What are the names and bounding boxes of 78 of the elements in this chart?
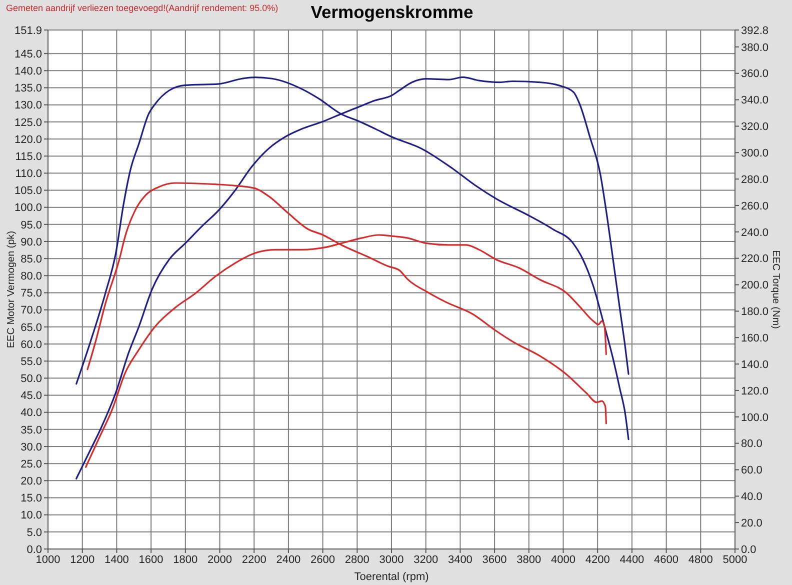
y-tick-label: 110.0 <box>15 168 42 180</box>
y2-tick-label: 300.0 <box>741 148 769 160</box>
y2-tick-label: 0.0 <box>741 544 756 556</box>
x-axis-title: Toerental (rpm) <box>354 571 429 583</box>
y2-axis-title: EEC Torque (Nm) <box>770 250 782 329</box>
y-tick-label: 105.0 <box>14 185 42 198</box>
x-tick-label: 4200 <box>585 554 610 566</box>
x-tick-label: 3800 <box>516 554 542 566</box>
x-tick-label: 3000 <box>379 554 404 566</box>
x-tick-label: 3400 <box>448 554 472 566</box>
chart-title: Vermogenskromme <box>310 1 474 23</box>
y2-tick-label: 120.0 <box>741 385 769 398</box>
y2-tick-label: 240.0 <box>741 226 769 239</box>
x-tick-label: 1400 <box>104 554 129 566</box>
x-tick-label: 4400 <box>620 554 644 566</box>
y2-tick-label: 260.0 <box>741 200 769 212</box>
y-tick-label: 50.0 <box>20 373 42 386</box>
y-tick-label: 10.0 <box>20 510 42 522</box>
y2-tick-label: 392.8 <box>741 24 769 37</box>
y-tick-label: 30.0 <box>20 441 42 454</box>
y-tick-label: 151.9 <box>14 24 42 37</box>
y-tick-label: 140.0 <box>14 66 42 78</box>
y-tick-label: 25.0 <box>20 458 42 470</box>
x-tick-label: 2200 <box>242 554 266 566</box>
y2-tick-label: 80.0 <box>741 438 762 450</box>
x-tick-label: 4800 <box>688 554 713 566</box>
y2-tick-label: 60.0 <box>741 464 762 477</box>
y-tick-label: 40.0 <box>20 407 42 420</box>
y-tick-label: 120.0 <box>14 134 42 146</box>
y-tick-label: 0.0 <box>26 544 42 556</box>
x-tick-label: 2600 <box>310 554 336 566</box>
y2-tick-label: 340.0 <box>741 94 769 107</box>
y2-tick-label: 360.0 <box>741 68 769 80</box>
y2-tick-label: 220.0 <box>741 253 769 266</box>
x-tick-label: 3600 <box>482 554 507 566</box>
x-tick-label: 4600 <box>654 554 679 566</box>
x-tick-label: 1200 <box>70 554 95 566</box>
y2-tick-label: 200.0 <box>741 280 769 292</box>
y-tick-label: 125.0 <box>14 116 42 129</box>
y-tick-label: 145.0 <box>14 48 42 60</box>
y2-tick-label: 180.0 <box>741 306 769 318</box>
y2-tick-label: 140.0 <box>741 358 769 371</box>
y-tick-label: 130.0 <box>14 100 42 112</box>
y-tick-label: 95.0 <box>20 219 42 232</box>
y2-tick-label: 380.0 <box>741 42 769 54</box>
x-tick-label: 1000 <box>36 554 60 566</box>
y2-tick-label: 320.0 <box>741 121 769 134</box>
y-tick-label: 85.0 <box>20 253 42 266</box>
y-tick-label: 70.0 <box>20 304 42 317</box>
y-tick-label: 135.0 <box>14 82 42 95</box>
x-tick-label: 4000 <box>551 554 576 566</box>
y2-tick-label: 100.0 <box>741 412 769 424</box>
y-tick-label: 20.0 <box>20 476 42 488</box>
y-tick-label: 90.0 <box>20 236 42 248</box>
text: Gemeten aandrijf verliezen toegevoegd!(Aandrijf rendement: 95.0%) <box>6 3 278 14</box>
y-axis-title: EEC Motor Vermogen (pk) <box>6 230 16 348</box>
y-tick-label: 65.0 <box>20 322 42 334</box>
x-tick-label: 1600 <box>138 554 164 566</box>
x-tick-label: 2000 <box>208 554 232 566</box>
y-tick-label: 100.0 <box>14 202 42 214</box>
y-tick-label: 60.0 <box>20 338 42 351</box>
y-tick-label: 55.0 <box>20 356 42 368</box>
y2-tick-label: 280.0 <box>741 174 769 186</box>
y-tick-label: 80.0 <box>20 270 42 283</box>
y-tick-label: 15.0 <box>20 492 42 505</box>
y-tick-label: 5.0 <box>26 526 42 539</box>
y2-tick-label: 160.0 <box>741 332 769 344</box>
y-tick-label: 35.0 <box>20 424 42 436</box>
x-tick-label: 3200 <box>414 554 438 566</box>
x-tick-label: 2400 <box>276 554 301 566</box>
x-tick-label: 1800 <box>173 554 198 566</box>
y-tick-label: 115.0 <box>15 150 42 163</box>
x-tick-label: 2800 <box>344 554 370 566</box>
y-tick-label: 75.0 <box>20 288 42 300</box>
y2-tick-label: 20.0 <box>741 517 762 530</box>
y-tick-label: 45.0 <box>20 390 42 402</box>
y2-tick-label: 40.0 <box>741 491 762 504</box>
x-tick-label: 5000 <box>722 554 748 566</box>
